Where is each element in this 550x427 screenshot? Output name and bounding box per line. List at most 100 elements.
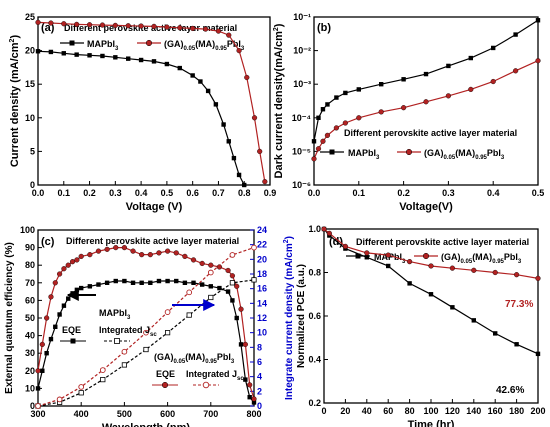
panel-a-series-0-point	[87, 53, 92, 58]
panel-d-series-0-point	[514, 342, 519, 347]
panel-d-series-0-point	[386, 263, 391, 269]
panel-c-y2-tick-label: 2	[257, 386, 262, 396]
panel-d-series-0-point	[364, 255, 369, 260]
panel-b-series-1-point	[333, 125, 340, 131]
panel-a-series-1-point	[215, 28, 222, 34]
panel-c-series-1-point	[56, 271, 63, 277]
panel-c-series-0-point	[234, 315, 239, 321]
panel-a-x-tick-label: 0.8	[238, 188, 251, 198]
panel-a: (a) Different perovskite active layer ma…	[9, 12, 276, 213]
panel-d-series-0-point	[535, 351, 541, 357]
panel-c: (c) Different perovskite active layer ma…	[4, 225, 295, 427]
panel-c-series-0-point	[165, 278, 170, 284]
panel-d-x-tick-label: 40	[362, 406, 372, 416]
panel-a-series-0-point	[177, 65, 182, 71]
panel-c-series-1-point	[247, 382, 253, 388]
panel-c-series-0-point	[148, 280, 153, 285]
panel-a-series-0-point	[48, 49, 54, 55]
panel-c-series-3-point	[121, 348, 128, 355]
panel-b-series-0-point	[423, 71, 429, 77]
panel-b-x-tick-label: 0.3	[442, 188, 455, 198]
panel-c-x-tick-label: 700	[203, 409, 218, 419]
panel-a-series-1-point	[61, 21, 67, 27]
panel-d-series-1-point	[428, 263, 434, 269]
panel-c-series-1-point	[113, 245, 119, 251]
panel-a-x-tick-label: 0.6	[186, 188, 199, 198]
panel-b-series-1-point	[445, 93, 452, 99]
panel-b-y-tick-label: 10⁻³	[293, 79, 311, 89]
panel-d-series-0-point	[407, 281, 412, 286]
panel-b-x-tick-label: 0.4	[487, 188, 500, 198]
panel-c-series-0-point	[208, 284, 213, 289]
panel-d-x-tick-label: 20	[340, 406, 350, 416]
legend-c-marker-jsc-a	[114, 338, 120, 344]
panel-a-y-tick-label: 0	[30, 180, 35, 190]
panel-c-series-0-point	[247, 395, 252, 400]
panel-d-y-tick-label: 0.4	[308, 355, 321, 365]
panel-b-frame	[313, 16, 539, 186]
panel-d-x-tick-label: 100	[423, 406, 438, 416]
panel-c-series-1-point	[208, 262, 214, 268]
panel-d-series-0-point	[428, 292, 434, 297]
panel-c-series-0-point	[104, 280, 110, 285]
panel-d-series-1-point	[364, 250, 370, 256]
panel-c-series-1-point	[74, 257, 80, 263]
panel-d-series-1-point	[407, 259, 413, 265]
panel-c-series-3-point	[35, 403, 41, 409]
panel-c-series-0-point	[53, 324, 58, 329]
legend-b-text-ga: (GA)0.05(MA)0.95PbI3	[424, 148, 505, 161]
panel-c-series-1-point	[121, 245, 128, 251]
panel-c-series-0-point	[48, 336, 54, 342]
panel-c-frame	[37, 229, 255, 407]
panel-d-x-axis-title: Time (hr)	[408, 419, 455, 427]
panel-b-series-1-point	[401, 105, 407, 111]
panel-c-series-1-point	[69, 259, 76, 265]
annotation-42-6: 42.6%	[496, 385, 524, 396]
panel-a-series-1-point	[125, 23, 131, 29]
panel-a-series-1-point	[112, 22, 118, 29]
panel-a-series-0-point	[221, 122, 226, 127]
panel-d-x-tick-label: 60	[383, 406, 393, 416]
panel-d-series-1-point	[471, 267, 477, 273]
panel-a-series-0-point	[190, 73, 195, 78]
panel-b-y-tick-label: 10⁻¹	[293, 12, 311, 22]
panel-c-series-1-point	[48, 294, 54, 300]
panel-c-y2-tick-label: 20	[257, 254, 267, 264]
panel-c-series-2-point	[121, 362, 127, 368]
panel-a-series-0-point	[74, 52, 79, 57]
panel-d-series-1-point	[321, 226, 327, 232]
panel-c-x-tick-label: 600	[160, 409, 175, 419]
panel-b-series-0-point	[311, 139, 317, 144]
panel-a-x-tick-label: 0.5	[161, 188, 174, 198]
panel-d-series-1-line	[323, 228, 539, 279]
panel-c-series-1-point	[234, 283, 240, 289]
panel-c-series-1-point	[199, 260, 205, 267]
panel-d-series-1-point	[342, 243, 349, 250]
panel-c-series-0-point	[156, 278, 162, 284]
panel-b-series-0-point	[320, 107, 326, 112]
panel-b-y-tick-label: 10⁻⁶	[292, 180, 311, 190]
legend-a-marker-ga	[145, 39, 153, 47]
legend-a-text-mapbi3: MAPbI3	[87, 39, 119, 52]
panel-c-series-0-point	[79, 285, 84, 291]
panel-d-series-1-point	[385, 252, 391, 258]
panel-b-series-1-point	[342, 120, 348, 126]
panel-c-series-1-point	[78, 253, 84, 260]
panel-c-series-1-point	[156, 250, 162, 256]
panel-a-series-0-point	[205, 88, 211, 94]
panel-a-series-1-point	[99, 22, 106, 28]
panel-b-series-1-point	[535, 58, 541, 64]
panel-c-y-axis-title: External quantum efficiency (%)	[4, 242, 15, 394]
panel-c-y-tick-label: 40	[25, 331, 35, 341]
legend-c-jsc-b: Integrated Jsc	[186, 369, 244, 382]
panel-c-y-tick-label: 50	[25, 313, 35, 323]
panel-d-x-tick-label: 120	[445, 406, 460, 416]
panel-a-series-0-point	[226, 139, 231, 144]
panel-d-x-tick-label: 200	[530, 406, 545, 416]
legend-b-marker-mapbi3	[329, 149, 335, 155]
panel-c-y-tick-label: 0	[30, 401, 35, 411]
panel-d-y-tick-label: 0.6	[308, 311, 321, 321]
panel-a-series-1-point	[151, 23, 157, 30]
panel-d-x-tick-label: 80	[405, 406, 415, 416]
annotation-77-3: 77.3%	[505, 299, 533, 310]
